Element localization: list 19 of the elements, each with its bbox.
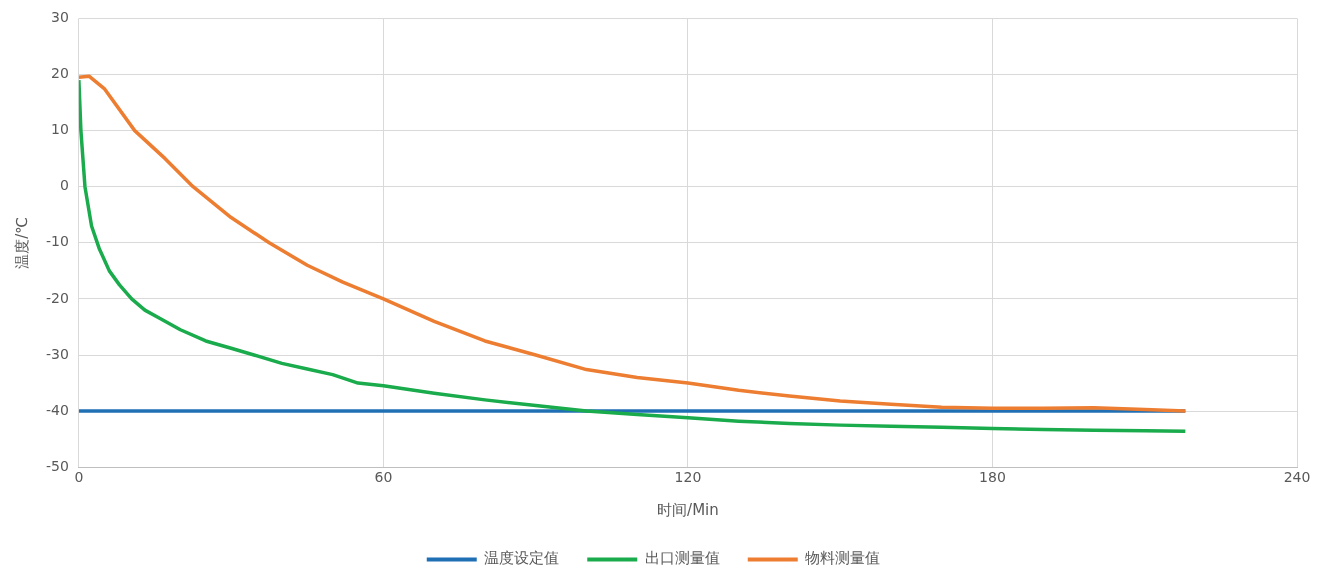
y-tick-label: 30: [51, 9, 69, 26]
y-tick-label: 10: [51, 121, 69, 138]
y-tick-label: -50: [45, 457, 69, 474]
y-tick-label: 0: [59, 177, 69, 194]
legend-label: 物料测量值: [805, 549, 881, 568]
y-tick-label: 20: [51, 65, 69, 82]
y-tick-label: -30: [45, 345, 69, 362]
x-tick-label: 180: [979, 469, 1006, 486]
legend-label: 温度设定值: [484, 549, 560, 568]
x-tick-label: 60: [374, 469, 393, 486]
x-axis-title: 时间/Min: [657, 500, 719, 519]
y-axis-title: 温度/℃: [12, 216, 31, 269]
y-tick-label: -20: [45, 289, 69, 306]
legend-label: 出口测量值: [644, 549, 720, 568]
x-tick-label: 0: [74, 469, 84, 486]
y-tick-label: -40: [45, 401, 69, 418]
y-tick-label: -10: [45, 233, 69, 250]
x-tick-label: 240: [1283, 469, 1311, 486]
x-tick-label: 120: [674, 469, 702, 486]
